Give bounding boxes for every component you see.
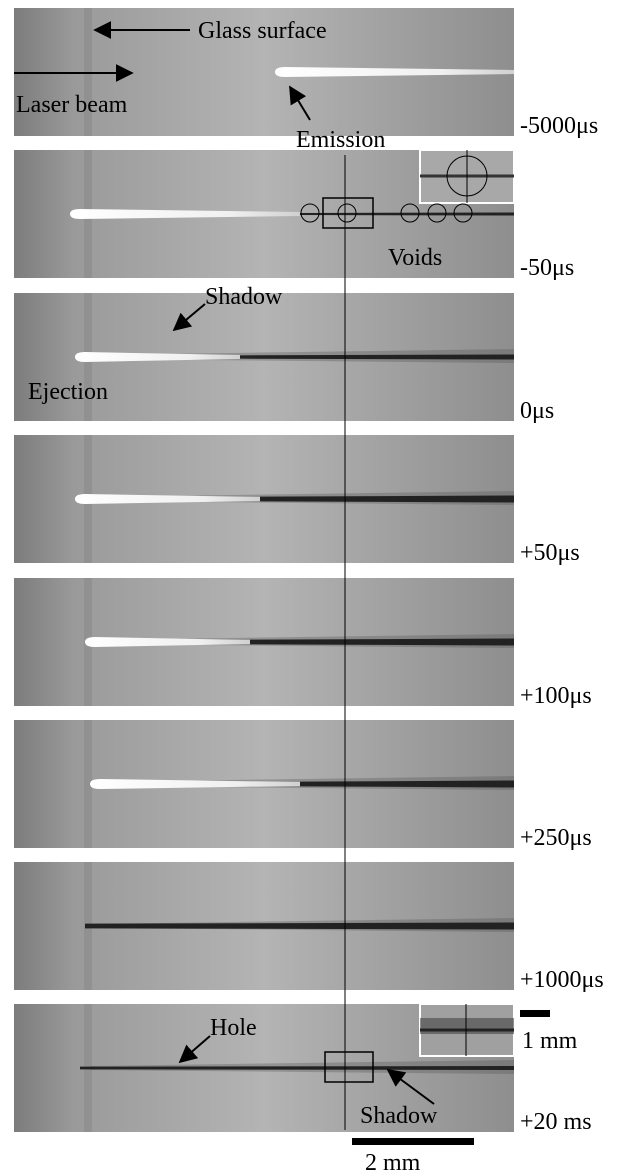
- dark-beam: [300, 781, 514, 788]
- time-label: 0μs: [520, 398, 554, 424]
- dark-beam: [80, 1066, 514, 1070]
- dark-beam: [85, 923, 514, 930]
- annotation: Ejection: [28, 379, 108, 405]
- scale-label: 1 mm: [522, 1028, 578, 1054]
- figure: -5000μs -50μs 0μs +50μs +100μs +250μs +1000μs +…: [0, 0, 644, 1175]
- time-label: +250μs: [520, 825, 592, 851]
- time-label: +50μs: [520, 540, 580, 566]
- scale-bar: [520, 1010, 550, 1017]
- annotation: Laser beam: [16, 92, 128, 118]
- annotation: Shadow: [360, 1103, 438, 1129]
- annotation: Voids: [388, 245, 442, 271]
- dark-beam: [240, 355, 514, 360]
- time-label: +20 ms: [520, 1109, 592, 1135]
- frames: -5000μs -50μs 0μs +50μs +100μs +250μs +1000μs +…: [14, 8, 604, 1135]
- annotation: Glass surface: [198, 18, 327, 44]
- dark-beam: [250, 639, 514, 646]
- time-label: -5000μs: [520, 113, 598, 139]
- frame: +100μs: [14, 578, 592, 709]
- time-label: -50μs: [520, 255, 574, 281]
- annotation: Hole: [210, 1015, 257, 1041]
- page: {"frames": [ {"time": "-5000μs"}, {"time…: [0, 0, 644, 1175]
- dark-beam: [300, 213, 514, 216]
- scale-label: 2 mm: [365, 1150, 421, 1175]
- frame: +50μs: [14, 435, 580, 566]
- frame: +250μs: [14, 720, 592, 851]
- annotation: Shadow: [205, 284, 283, 310]
- time-label: +100μs: [520, 683, 592, 709]
- annotation: Emission: [296, 127, 385, 153]
- inset-shadow: [420, 1018, 514, 1034]
- frame: +1000μs: [14, 862, 604, 993]
- scale-bar: [352, 1138, 474, 1145]
- time-label: +1000μs: [520, 967, 604, 993]
- dark-beam: [260, 496, 514, 503]
